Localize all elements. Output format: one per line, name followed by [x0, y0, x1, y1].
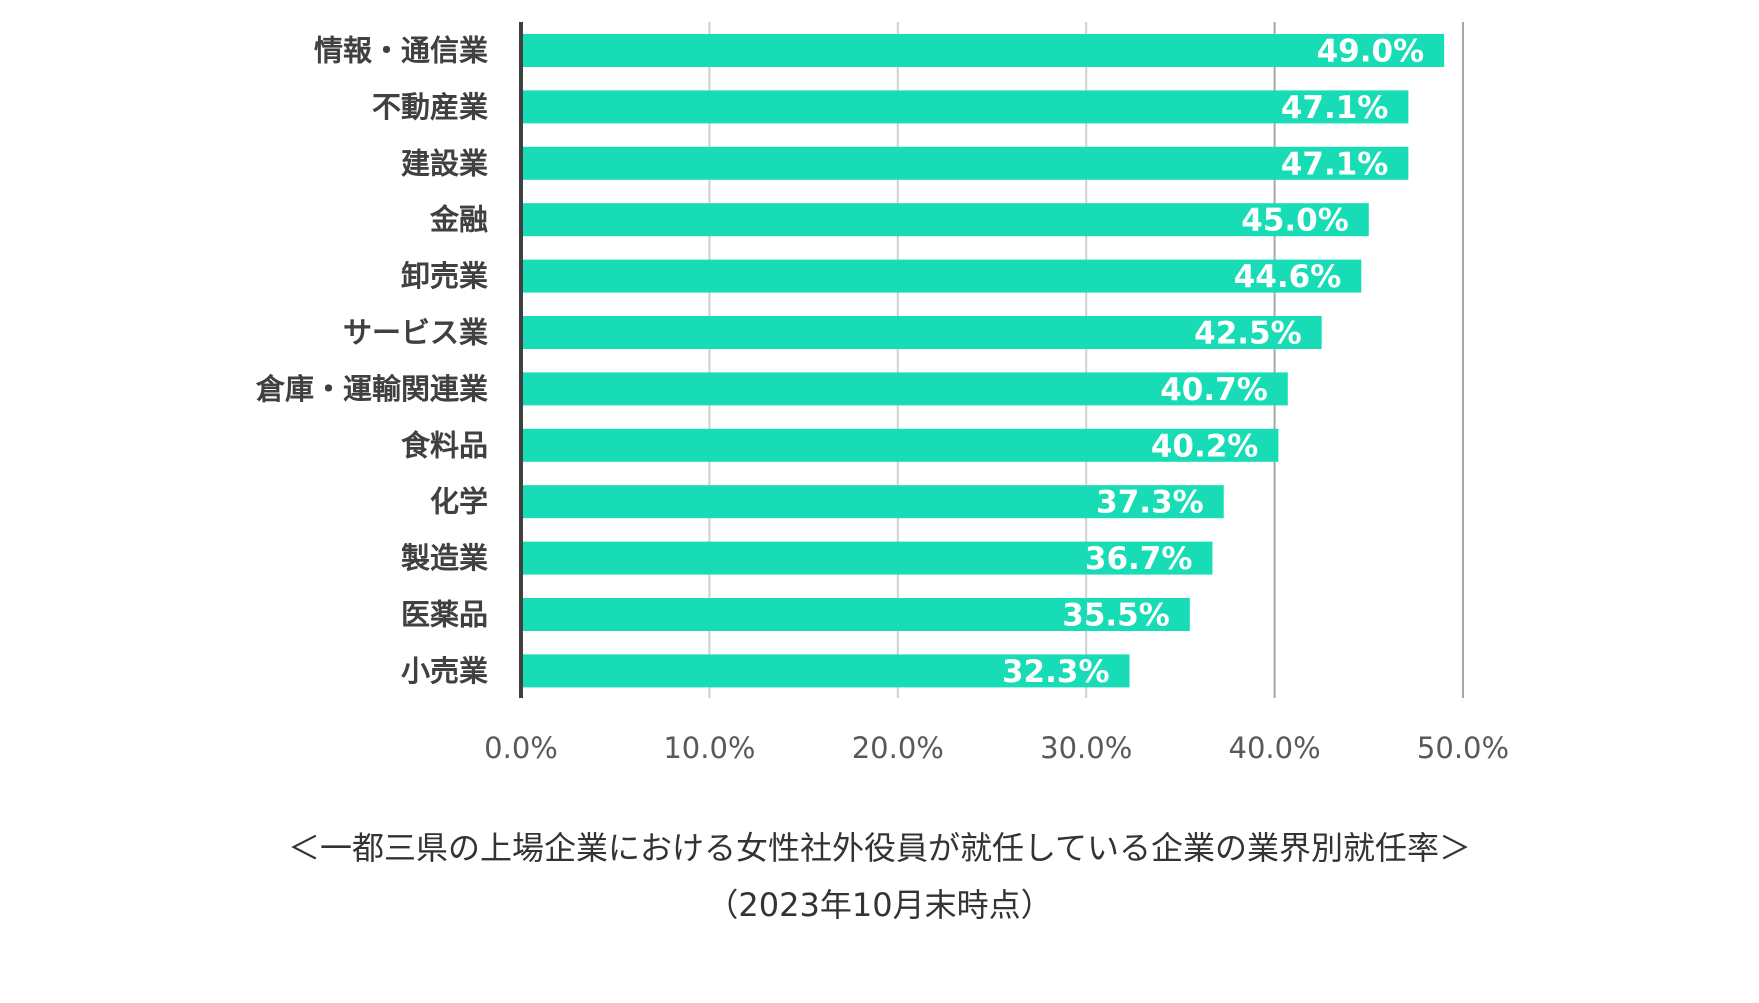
- bars: [521, 34, 1445, 688]
- value-label-4: 44.6%: [1234, 259, 1342, 295]
- value-label-9: 36.7%: [1085, 541, 1193, 577]
- bar-8: [521, 485, 1224, 519]
- bar-2: [521, 146, 1409, 180]
- value-label-6: 40.7%: [1160, 372, 1268, 408]
- value-label-1: 47.1%: [1281, 90, 1389, 126]
- category-label-0: 情報・通信業: [314, 34, 488, 68]
- category-label-10: 医薬品: [401, 598, 488, 632]
- category-label-6: 倉庫・運輸関連業: [255, 372, 488, 406]
- bar-7: [521, 428, 1279, 462]
- x-tick-labels: 0.0% 10.0% 20.0% 30.0% 40.0% 50.0%: [484, 731, 1509, 765]
- category-label-1: 不動産業: [372, 90, 488, 124]
- bar-11: [521, 654, 1130, 688]
- value-label-3: 45.0%: [1241, 203, 1349, 239]
- bar-4: [521, 259, 1362, 293]
- x-tick-label-3: 30.0%: [1040, 731, 1132, 765]
- category-label-2: 建設業: [401, 146, 488, 180]
- x-tick-label-5: 50.0%: [1417, 731, 1509, 765]
- chart-caption-date: （2023年10月末時点）: [706, 886, 1053, 924]
- x-tick-label-4: 40.0%: [1229, 731, 1321, 765]
- category-label-4: 卸売業: [401, 259, 488, 293]
- grid-lines: [708, 22, 1464, 698]
- value-label-7: 40.2%: [1151, 428, 1259, 464]
- category-label-9: 製造業: [401, 541, 488, 575]
- value-label-5: 42.5%: [1194, 316, 1302, 352]
- value-label-10: 35.5%: [1062, 598, 1170, 634]
- bar-3: [521, 203, 1369, 237]
- bar-6: [521, 372, 1288, 406]
- category-labels: 情報・通信業不動産業建設業金融卸売業サービス業倉庫・運輸関連業食料品化学製造業医…: [255, 34, 488, 688]
- bar-10: [521, 598, 1190, 631]
- category-label-3: 金融: [429, 203, 488, 237]
- chart-caption-title: ＜一都三県の上場企業における女性社外役員が就任している企業の業界別就任率＞: [287, 829, 1472, 867]
- bar-0: [521, 34, 1445, 67]
- value-label-8: 37.3%: [1096, 485, 1204, 521]
- category-label-5: サービス業: [343, 316, 488, 350]
- x-tick-label-0: 0.0%: [484, 731, 558, 765]
- category-label-7: 食料品: [401, 428, 488, 462]
- value-label-0: 49.0%: [1317, 34, 1425, 70]
- bar-5: [521, 316, 1322, 349]
- value-labels: 49.0% 47.1% 47.1% 45.0% 44.6% 42.5% 40.7% 40.2%…: [1002, 34, 1424, 690]
- value-label-2: 47.1%: [1281, 146, 1389, 182]
- x-tick-label-2: 20.0%: [852, 731, 944, 765]
- category-label-8: 化学: [430, 485, 488, 519]
- category-label-11: 小売業: [401, 654, 488, 688]
- bar-1: [521, 90, 1409, 124]
- x-tick-label-1: 10.0%: [663, 731, 755, 765]
- value-label-11: 32.3%: [1002, 654, 1110, 690]
- bar-9: [521, 541, 1213, 575]
